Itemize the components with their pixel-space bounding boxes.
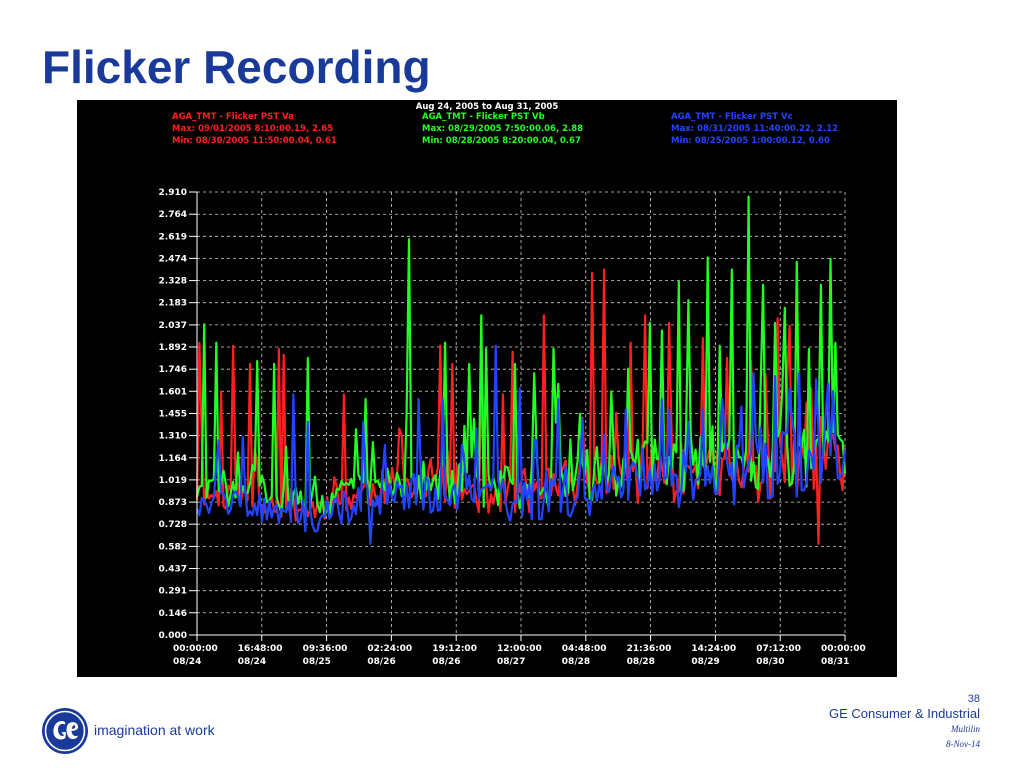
legend-va-block: AGA_TMT - Flicker PST Va Max: 09/01/2005… — [172, 111, 337, 147]
legend-vc-min: Min: 08/25/2005 1:00:00.12, 0.60 — [671, 136, 830, 146]
y-tick-label: 2.764 — [159, 210, 187, 220]
y-tick-label: 1.310 — [159, 432, 187, 442]
x-tick-date: 08/28 — [562, 657, 590, 667]
x-tick-date: 08/26 — [367, 657, 395, 667]
flicker-chart: Aug 24, 2005 to Aug 31, 2005 AGA_TMT - F… — [77, 100, 897, 677]
x-tick-date: 08/25 — [303, 657, 331, 667]
x-tick-date: 08/24 — [173, 657, 201, 667]
chart-axes: 2.910 2.764 2.619 2.474 2.328 2.183 2.037 1.892… — [159, 188, 866, 667]
x-tick-time: 07:12:00 — [756, 644, 801, 654]
x-tick-time: 16:48:00 — [238, 644, 283, 654]
y-tick-label: 2.474 — [159, 254, 187, 264]
x-tick-time: 00:00:00 — [821, 644, 866, 654]
chart-plot-area: 2.910 2.764 2.619 2.474 2.328 2.183 2.037 1.892… — [159, 188, 866, 667]
y-tick-label: 2.910 — [159, 188, 187, 198]
y-tick-label: 0.437 — [159, 564, 187, 574]
legend-vc-name: AGA_TMT - Flicker PST Vc — [671, 112, 793, 122]
slide-date: 8-Nov-14 — [946, 739, 980, 749]
legend-vb-name: AGA_TMT - Flicker PST Vb — [422, 112, 545, 122]
legend-vb-max: Max: 08/29/2005 7:50:00.06, 2.88 — [422, 124, 584, 134]
division-name: Multilin — [951, 724, 980, 734]
y-tick-label: 2.037 — [159, 321, 187, 331]
y-tick-label: 1.164 — [159, 454, 187, 464]
legend-vc-block: AGA_TMT - Flicker PST Vc Max: 08/31/2005… — [671, 111, 838, 147]
x-tick-date: 08/24 — [238, 657, 266, 667]
footer-info: 38 GE Consumer & Industrial Multilin 8-N… — [829, 692, 980, 752]
x-tick-date: 08/31 — [821, 657, 849, 667]
x-tick-time: 19:12:00 — [432, 644, 477, 654]
tagline: imagination at work — [94, 722, 215, 738]
x-tick-date: 08/29 — [691, 657, 719, 667]
y-tick-label: 1.019 — [159, 476, 187, 486]
legend-va-max: Max: 09/01/2005 8:10:00.19, 2.65 — [172, 124, 334, 134]
legend-vb-block: AGA_TMT - Flicker PST Vb Max: 08/29/2005… — [422, 111, 583, 147]
x-tick-time: 09:36:00 — [303, 644, 348, 654]
y-tick-label: 2.328 — [159, 277, 187, 287]
x-tick-date: 08/30 — [756, 657, 784, 667]
x-tick-date: 08/26 — [432, 657, 460, 667]
y-tick-label: 2.183 — [159, 299, 187, 309]
x-tick-time: 21:36:00 — [627, 644, 672, 654]
y-tick-label: 0.146 — [159, 609, 187, 619]
legend-vb-min: Min: 08/28/2005 8:20:00.04, 0.67 — [422, 136, 581, 146]
page-number: 38 — [967, 693, 980, 705]
y-tick-label: 0.728 — [159, 520, 187, 530]
legend-vc-max: Max: 08/31/2005 11:40:00.22, 2.12 — [671, 124, 839, 134]
slide-title: Flicker Recording — [42, 41, 431, 93]
company-name: GE Consumer & Industrial — [828, 706, 980, 721]
y-tick-label: 1.455 — [159, 410, 187, 420]
legend-va-name: AGA_TMT - Flicker PST Va — [172, 112, 294, 122]
x-tick-time: 14:24:00 — [691, 644, 736, 654]
chart-series-layer — [195, 195, 847, 545]
footer-branding: imagination at work — [40, 706, 240, 756]
y-tick-label: 0.873 — [159, 498, 187, 508]
y-tick-label: 1.601 — [159, 387, 187, 397]
y-tick-label: 2.619 — [159, 232, 187, 242]
x-tick-date: 08/27 — [497, 657, 525, 667]
x-tick-date: 08/28 — [627, 657, 655, 667]
chart-title: Aug 24, 2005 to Aug 31, 2005 — [415, 102, 559, 112]
x-tick-time: 02:24:00 — [367, 644, 412, 654]
y-tick-label: 1.892 — [159, 343, 187, 353]
y-tick-label: 1.746 — [159, 365, 187, 375]
x-tick-time: 00:00:00 — [173, 644, 218, 654]
x-tick-time: 04:48:00 — [562, 644, 607, 654]
y-tick-label: 0.000 — [159, 631, 187, 641]
series-vc-line — [195, 344, 847, 545]
y-tick-label: 0.291 — [159, 587, 187, 597]
x-tick-time: 12:00:00 — [497, 644, 542, 654]
legend-va-min: Min: 08/30/2005 11:50:00.04, 0.61 — [172, 136, 337, 146]
y-tick-label: 0.582 — [159, 542, 187, 552]
ge-monogram-icon — [42, 708, 88, 754]
